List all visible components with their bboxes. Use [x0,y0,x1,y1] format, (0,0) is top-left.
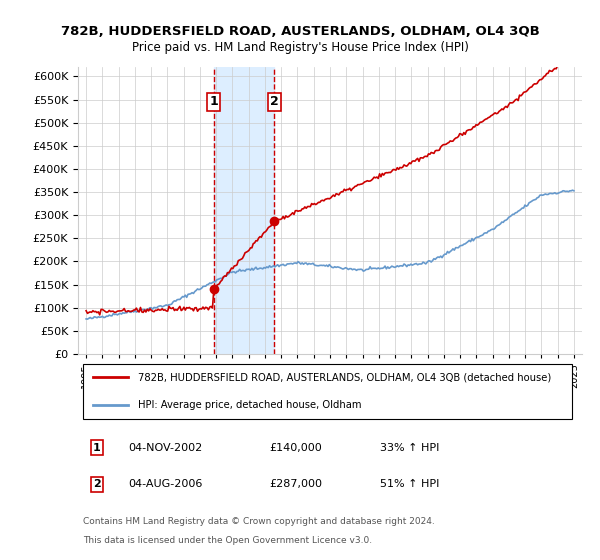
Text: HPI: Average price, detached house, Oldham: HPI: Average price, detached house, Oldh… [139,400,362,410]
Text: £140,000: £140,000 [269,442,322,452]
Text: 782B, HUDDERSFIELD ROAD, AUSTERLANDS, OLDHAM, OL4 3QB (detached house): 782B, HUDDERSFIELD ROAD, AUSTERLANDS, OL… [139,372,552,382]
Text: 04-NOV-2002: 04-NOV-2002 [128,442,203,452]
Text: £287,000: £287,000 [269,479,323,489]
Bar [214,67,274,354]
Text: 782B, HUDDERSFIELD ROAD, AUSTERLANDS, OLDHAM, OL4 3QB: 782B, HUDDERSFIELD ROAD, AUSTERLANDS, OL… [61,25,539,38]
Text: 33% ↑ HPI: 33% ↑ HPI [380,442,440,452]
Text: 1: 1 [93,442,101,452]
Text: 2: 2 [270,95,279,108]
Text: 2: 2 [93,479,101,489]
Text: Contains HM Land Registry data © Crown copyright and database right 2024.: Contains HM Land Registry data © Crown c… [83,517,435,526]
FancyBboxPatch shape [83,364,572,419]
Text: Price paid vs. HM Land Registry's House Price Index (HPI): Price paid vs. HM Land Registry's House … [131,41,469,54]
Text: This data is licensed under the Open Government Licence v3.0.: This data is licensed under the Open Gov… [83,535,372,544]
Text: 04-AUG-2006: 04-AUG-2006 [128,479,203,489]
Text: 51% ↑ HPI: 51% ↑ HPI [380,479,440,489]
Text: 1: 1 [209,95,218,108]
